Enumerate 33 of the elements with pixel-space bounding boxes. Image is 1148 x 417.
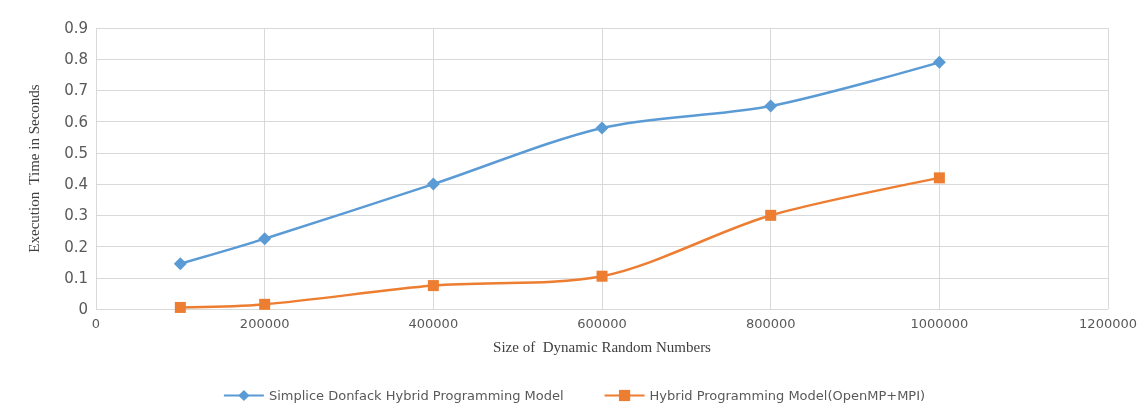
point <box>933 172 945 184</box>
x-tick-label: 200000 <box>239 316 290 331</box>
y-tick-label: 0 <box>78 300 88 318</box>
legend-label: Hybrid Programming Model(OpenMP+MPI) <box>649 388 926 403</box>
x-tick-label: 400000 <box>408 316 459 331</box>
y-tick-label: 0.7 <box>64 81 88 100</box>
y-tick-label: 0.5 <box>64 143 88 162</box>
y-axis-title: Execution Time in Seconds <box>25 84 42 253</box>
y-tick-label: 0.3 <box>64 206 88 225</box>
x-tick-label: 600000 <box>577 316 627 331</box>
point <box>173 257 187 271</box>
x-tick-label: 1200000 <box>1079 316 1137 331</box>
y-tick-label: 0.4 <box>64 175 88 194</box>
point <box>174 301 186 313</box>
point <box>427 280 439 292</box>
y-tick-label: 0.8 <box>64 50 88 69</box>
point <box>595 121 609 135</box>
y-tick-label: 0.2 <box>64 237 88 256</box>
point <box>765 209 777 221</box>
y-tick-label: 0.6 <box>64 112 88 131</box>
x-tick-label: 0 <box>91 316 101 331</box>
point <box>258 232 272 246</box>
x-tick-label: 1000000 <box>910 316 969 331</box>
point <box>932 55 946 69</box>
x-axis-title: Size of Dynamic Random Numbers <box>493 338 712 355</box>
x-tick-label: 800000 <box>745 316 796 331</box>
y-tick-label: 0.1 <box>64 268 88 287</box>
y-tick-label: 0.9 <box>64 19 88 37</box>
point <box>764 99 778 113</box>
legend-label: Simplice Donfack Hybrid Programming Model <box>268 388 564 403</box>
point <box>426 177 440 191</box>
point <box>596 270 608 282</box>
point <box>259 298 271 310</box>
